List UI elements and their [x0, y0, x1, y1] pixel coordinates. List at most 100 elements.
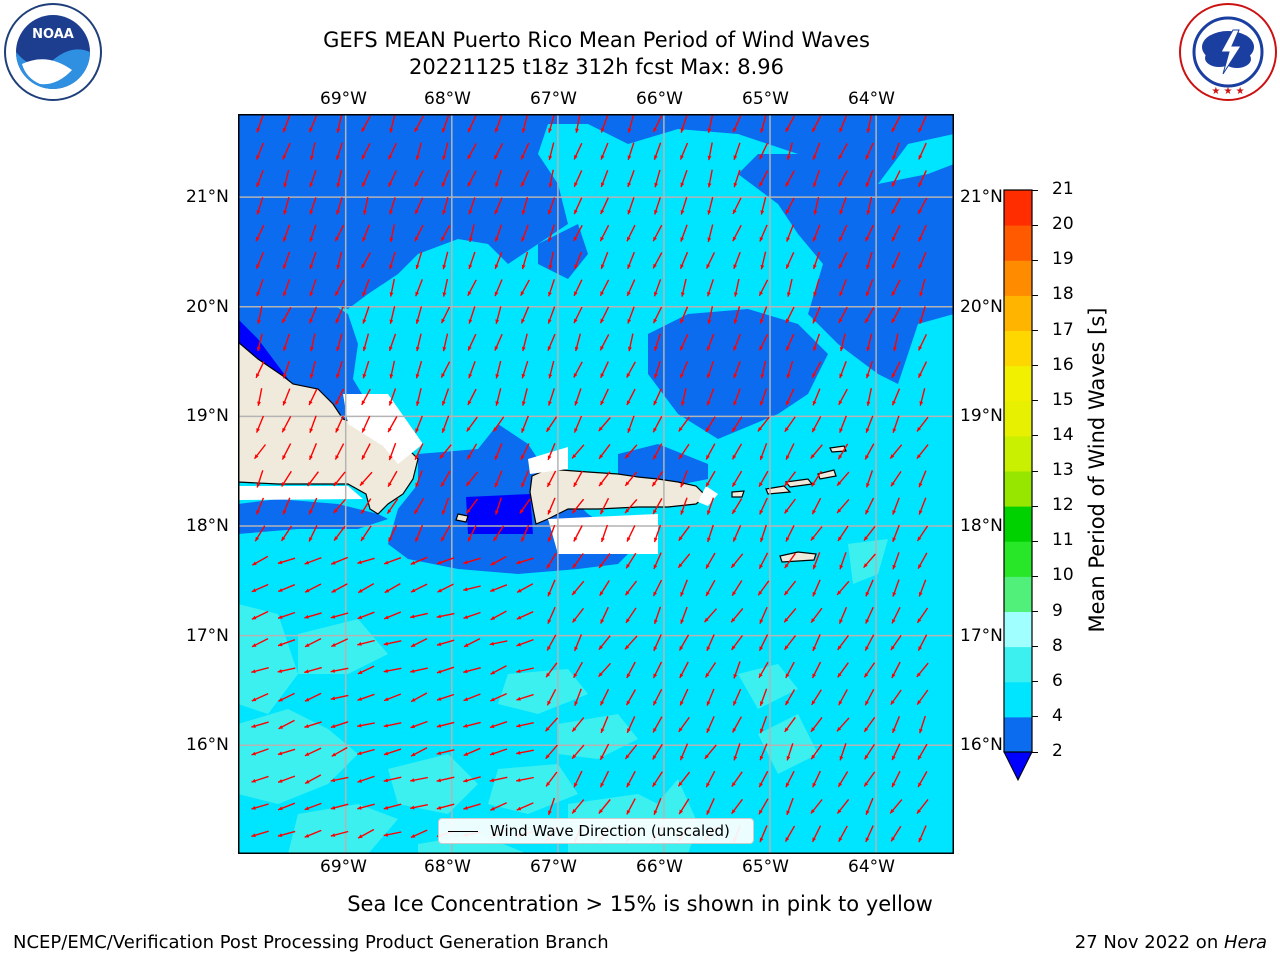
wind-wave-arrowhead	[463, 615, 468, 619]
wind-wave-arrowhead	[600, 236, 604, 242]
wind-wave-arrowhead	[362, 182, 366, 187]
wind-wave-arrowhead	[521, 373, 526, 379]
wind-wave-arrowhead	[785, 127, 790, 132]
wind-wave-arrowhead	[411, 643, 416, 647]
wind-wave-arrowhead	[600, 264, 605, 269]
wind-wave-arrowhead	[759, 564, 763, 569]
lat-label-left-17n: 17°N	[186, 626, 229, 646]
wind-wave-arrowhead	[283, 210, 288, 215]
wind-wave-arrowhead	[572, 454, 577, 459]
wind-wave-arrowhead	[468, 537, 472, 542]
wind-wave-arrowhead	[548, 319, 552, 324]
wind-wave-arrowhead	[330, 805, 336, 810]
wind-wave-arrowhead	[866, 264, 870, 270]
wind-wave-arrowhead	[812, 646, 817, 651]
colorbar-tick	[1032, 470, 1038, 472]
wind-wave-arrowhead	[865, 509, 870, 515]
wind-wave-arrowhead	[707, 237, 712, 242]
wind-wave-arrowhead	[309, 291, 314, 297]
wind-wave-arrowhead	[786, 318, 790, 324]
wind-wave-arrowhead	[545, 754, 550, 759]
wind-wave-arrowhead	[601, 537, 605, 542]
wind-wave-arrowhead	[548, 810, 552, 815]
wind-wave-arrowhead	[839, 346, 844, 352]
wind-wave-arrowhead	[410, 669, 415, 673]
wind-wave-arrowhead	[838, 454, 843, 460]
wind-wave-arrowhead	[362, 346, 367, 352]
wind-wave-arrowhead	[411, 752, 416, 757]
sea-ice-note: Sea Ice Concentration > 15% is shown in …	[347, 892, 933, 916]
wind-wave-arrowhead	[600, 509, 604, 515]
wind-wave-arrowhead	[759, 346, 764, 351]
wind-wave-arrowhead	[309, 237, 314, 242]
wind-wave-arrowhead	[919, 728, 923, 734]
graticule	[238, 114, 954, 854]
wind-wave-arrowhead	[309, 374, 314, 379]
wind-wave-arrowhead	[731, 782, 736, 787]
colorbar-tick	[1032, 716, 1038, 718]
wind-wave-arrowhead	[892, 782, 896, 788]
lat-label-right-18n: 18°N	[960, 516, 1003, 536]
wind-wave-arrowhead	[598, 645, 603, 650]
colorbar-tick-label: 2	[1052, 741, 1063, 761]
wind-wave-arrowhead	[918, 264, 923, 269]
wind-wave-arrowhead	[463, 697, 469, 701]
wind-wave-arrowhead	[839, 564, 844, 570]
noaa-logo-text: NOAA	[32, 27, 74, 42]
wind-wave-arrowhead	[707, 210, 712, 215]
wind-wave-arrowhead	[917, 618, 922, 623]
wind-wave-arrowhead	[436, 778, 442, 783]
wind-wave-arrowhead	[357, 805, 362, 810]
wind-wave-arrowhead	[281, 482, 286, 487]
wind-wave-arrowhead	[785, 782, 790, 788]
wind-wave-arrowhead	[574, 291, 578, 296]
wind-wave-arrowhead	[628, 346, 632, 352]
wind-wave-arrowhead	[919, 401, 924, 406]
wind-wave-arrowhead	[330, 724, 336, 728]
wind-wave-arrowhead	[679, 646, 684, 651]
colorbar-tick	[1032, 365, 1038, 367]
wind-wave-arrowhead	[281, 536, 286, 541]
wind-wave-arrowhead	[490, 670, 495, 675]
wind-wave-arrowhead	[864, 782, 869, 787]
wind-wave-arrowhead	[759, 646, 764, 651]
wind-wave-arrowhead	[495, 237, 499, 242]
wind-wave-arrowhead	[784, 563, 789, 569]
wind-wave-arrowhead	[416, 401, 420, 406]
wind-wave-arrowhead	[837, 672, 842, 678]
wind-wave-arrowhead	[468, 210, 473, 215]
wind-wave-arrowhead	[892, 400, 896, 406]
wind-wave-arrowhead	[680, 701, 684, 706]
wind-wave-arrowhead	[490, 806, 495, 811]
wind-wave-arrowhead	[866, 128, 871, 133]
wind-wave-arrowhead	[467, 454, 472, 460]
wind-wave-arrowhead	[627, 319, 632, 324]
colorbar-tick	[1032, 505, 1038, 507]
wind-wave-arrowhead	[548, 265, 553, 270]
wind-wave-arrowhead	[706, 591, 710, 596]
wind-wave-arrowhead	[627, 155, 632, 160]
lat-label-left-20n: 20°N	[186, 297, 229, 317]
wind-wave-arrowhead	[733, 209, 737, 214]
wind-wave-arrowhead	[680, 155, 684, 160]
wind-wave-arrowhead	[436, 805, 442, 810]
wind-wave-arrowhead	[383, 669, 388, 673]
wind-wave-arrowhead	[389, 455, 393, 461]
wind-wave-arrowhead	[516, 723, 521, 728]
wind-wave-arrowhead	[759, 782, 763, 788]
wind-wave-arrowhead	[627, 264, 631, 269]
wind-wave-arrowhead	[707, 319, 712, 324]
wind-wave-arrowhead	[626, 810, 631, 815]
wind-wave-arrowhead	[362, 237, 366, 242]
wind-wave-arrowhead	[410, 588, 416, 593]
wind-wave-arrowhead	[256, 346, 261, 352]
wind-wave-arrowhead	[389, 237, 394, 242]
period-6-8-patches	[238, 539, 888, 854]
wind-wave-arrowhead	[574, 154, 578, 160]
wind-wave-arrowhead	[437, 669, 442, 674]
wind-wave-arrowhead	[463, 669, 468, 674]
wind-wave-arrowhead	[599, 481, 604, 487]
wind-wave-arrowhead	[415, 236, 419, 242]
wind-wave-arrowhead	[548, 128, 552, 133]
wind-wave-arrowhead	[759, 837, 764, 843]
